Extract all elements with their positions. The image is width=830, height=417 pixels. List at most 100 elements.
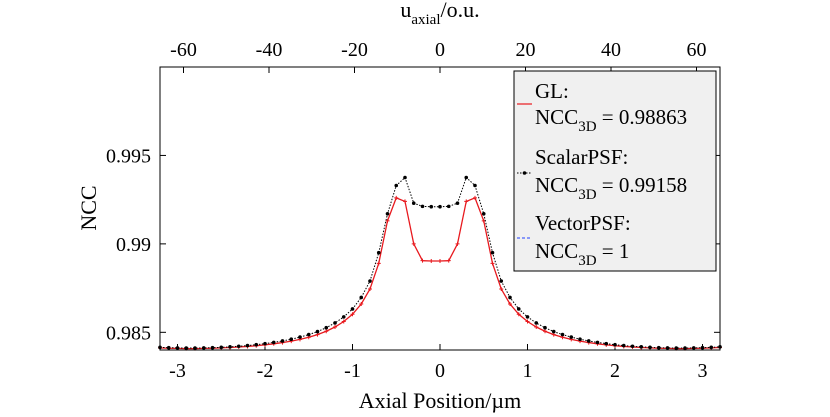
- data-point-scalarpsf: [700, 345, 705, 350]
- data-point-scalarpsf: [166, 345, 171, 350]
- data-point-scalarpsf: [630, 344, 635, 349]
- legend-ncc-vectorpsf: NCC: [535, 239, 578, 263]
- data-point-scalarpsf: [394, 183, 399, 188]
- data-point-scalarpsf: [324, 325, 329, 330]
- data-point-scalarpsf: [254, 342, 259, 347]
- x-tick-label: 2: [610, 360, 620, 382]
- top-x-tick-label: 60: [686, 39, 706, 61]
- data-point-gl: [429, 259, 434, 264]
- data-point-scalarpsf: [236, 344, 241, 349]
- data-point-scalarpsf: [621, 343, 626, 348]
- data-point-gl: [455, 241, 460, 246]
- top-x-tick-label: -60: [170, 39, 197, 61]
- data-point-scalarpsf: [674, 346, 679, 350]
- legend-num-scalarpsf: = 0.99158: [597, 173, 688, 197]
- data-point-gl: [376, 261, 381, 266]
- data-point-scalarpsf: [683, 346, 687, 350]
- data-point-scalarpsf: [516, 307, 521, 311]
- legend: GL: NCC3D = 0.98863 ScalarPSF: NCC3D = 0…: [513, 70, 717, 272]
- data-point-scalarpsf: [219, 345, 224, 350]
- legend-name-gl: GL:: [535, 79, 569, 103]
- data-point-scalarpsf: [604, 341, 609, 346]
- data-point-scalarpsf: [298, 335, 302, 339]
- data-point-scalarpsf: [665, 346, 670, 350]
- data-point-gl: [333, 325, 337, 330]
- plot-area-frame: [159, 66, 721, 351]
- y-tick-label: 0.99: [116, 234, 151, 256]
- data-point-scalarpsf: [420, 204, 425, 209]
- x-tick-label: -2: [257, 360, 274, 382]
- data-point-scalarpsf: [586, 339, 591, 343]
- legend-ncc-gl: NCC: [535, 105, 578, 129]
- data-point-scalarpsf: [613, 342, 617, 347]
- data-point-gl: [420, 258, 425, 263]
- data-point-gl: [534, 325, 539, 330]
- legend-name-vectorpsf: VectorPSF:: [535, 211, 631, 235]
- data-point-scalarpsf: [315, 329, 320, 334]
- data-point-scalarpsf: [341, 315, 346, 319]
- data-point-scalarpsf: [709, 345, 714, 350]
- series-layer: [158, 66, 722, 351]
- data-point-scalarpsf: [473, 183, 477, 188]
- data-point-scalarpsf: [455, 201, 460, 205]
- data-point-scalarpsf: [193, 346, 197, 350]
- data-point-gl: [411, 241, 416, 246]
- y-axis-label: NCC: [76, 185, 101, 230]
- x-tick-label: 3: [698, 360, 708, 382]
- x-tick-label: 1: [523, 360, 533, 382]
- data-point-gl: [499, 286, 504, 291]
- legend-value-gl: NCC3D = 0.98863: [535, 105, 687, 135]
- data-point-scalarpsf: [569, 335, 574, 339]
- data-point-scalarpsf: [446, 204, 451, 209]
- data-point-gl: [543, 329, 547, 334]
- legend-value-vectorpsf: NCC3D = 1: [535, 239, 629, 269]
- top-x-axis-label: uaxial/o.u.: [400, 0, 479, 28]
- data-point-scalarpsf: [560, 332, 565, 337]
- data-point-gl: [508, 302, 512, 307]
- x-tick-label: 0: [435, 360, 445, 382]
- data-point-scalarpsf: [403, 175, 407, 180]
- data-point-gl: [403, 199, 407, 204]
- legend-ncc-scalarpsf: NCC: [535, 173, 578, 197]
- data-point-scalarpsf: [350, 307, 355, 311]
- legend-name-scalarpsf: ScalarPSF:: [535, 145, 628, 169]
- data-point-scalarpsf: [201, 346, 206, 350]
- data-point-gl: [385, 218, 390, 223]
- data-point-scalarpsf: [333, 321, 337, 325]
- data-point-scalarpsf: [263, 341, 267, 346]
- top-x-axis-label-main: u: [400, 0, 411, 22]
- data-point-gl: [516, 312, 521, 317]
- legend-sub-vectorpsf: 3D: [578, 253, 597, 269]
- top-x-tick-label: -20: [341, 39, 368, 61]
- legend-value-scalarpsf: NCC3D = 0.99158: [535, 173, 687, 203]
- data-point-scalarpsf: [543, 325, 547, 330]
- legend-box: [513, 70, 717, 272]
- data-point-scalarpsf: [578, 337, 582, 342]
- data-point-gl: [324, 329, 329, 334]
- data-point-gl: [350, 312, 355, 317]
- data-point-gl: [438, 259, 442, 264]
- legend-sub-gl: 3D: [578, 119, 597, 135]
- data-point-scalarpsf: [368, 279, 372, 283]
- data-point-scalarpsf: [481, 212, 486, 216]
- data-point-scalarpsf: [376, 250, 381, 255]
- data-point-scalarpsf: [306, 332, 311, 337]
- top-x-tick-label: 0: [435, 39, 445, 61]
- top-x-axis-label-suffix: /o.u.: [441, 0, 480, 22]
- data-point-gl: [394, 195, 399, 200]
- data-point-scalarpsf: [184, 346, 189, 350]
- data-point-gl: [341, 319, 346, 324]
- data-point-gl: [473, 195, 477, 200]
- data-point-scalarpsf: [499, 279, 504, 283]
- x-tick-label: -1: [344, 360, 361, 382]
- legend-sub-scalarpsf: 3D: [578, 187, 597, 203]
- y-tick-label: 0.995: [106, 145, 151, 167]
- data-point-scalarpsf: [648, 345, 652, 350]
- data-point-scalarpsf: [525, 315, 530, 319]
- data-point-scalarpsf: [438, 204, 442, 209]
- data-point-scalarpsf: [271, 340, 276, 345]
- data-point-scalarpsf: [228, 345, 232, 349]
- data-point-scalarpsf: [691, 346, 696, 350]
- data-point-gl: [368, 286, 372, 291]
- y-tick-label: 0.985: [106, 322, 151, 344]
